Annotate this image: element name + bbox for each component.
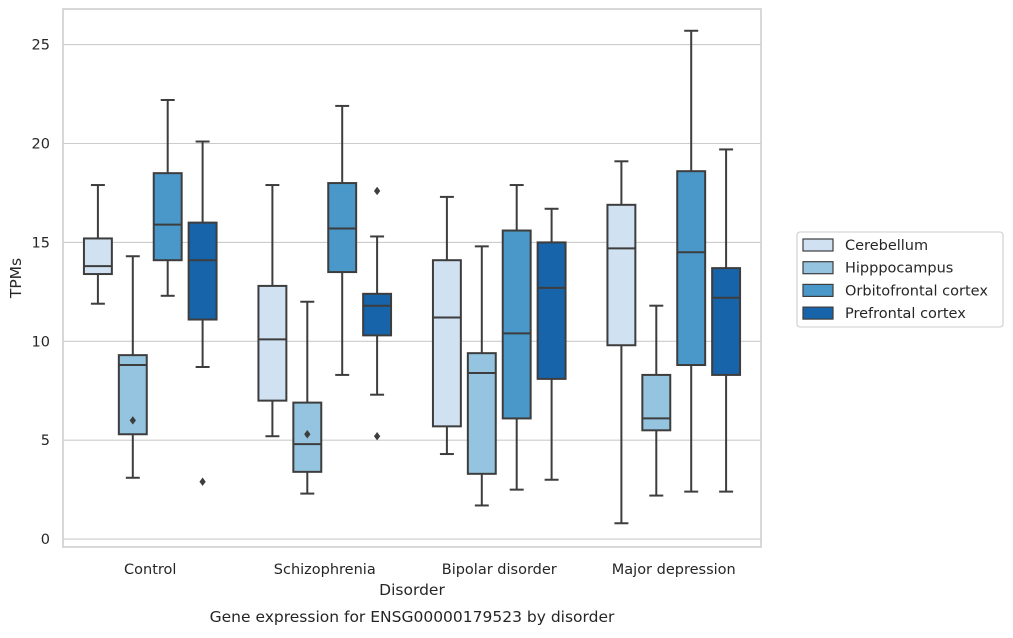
- y-tick-label: 20: [32, 137, 50, 153]
- legend-label: Prefrontal cortex: [845, 306, 966, 322]
- box: [187, 221, 218, 321]
- box: [362, 292, 393, 337]
- box: [711, 267, 742, 376]
- legend-label: Cerebellum: [845, 238, 928, 254]
- x-tick-label: Major depression: [612, 562, 736, 578]
- outlier-point: [304, 430, 311, 439]
- chart-caption: Gene expression for ENSG00000179523 by d…: [210, 608, 615, 626]
- box-plot-series: [82, 29, 742, 525]
- box: [536, 241, 567, 380]
- box: [117, 354, 148, 436]
- box: [606, 203, 637, 347]
- box: [466, 352, 497, 475]
- outlier-point: [373, 432, 381, 441]
- box-group: [676, 29, 707, 493]
- legend-label: Hipppocampus: [845, 261, 953, 277]
- box-group: [82, 184, 113, 305]
- outlier-point: [199, 477, 206, 486]
- box-group: [606, 160, 637, 525]
- box-group: [327, 104, 358, 376]
- x-tick-label: Bipolar disorder: [442, 562, 557, 578]
- legend-swatch: [802, 238, 834, 252]
- box-group: [257, 184, 288, 438]
- box: [82, 237, 113, 276]
- x-axis-label: Disorder: [379, 581, 445, 599]
- box-group: [187, 140, 218, 486]
- y-tick-label: 25: [32, 38, 50, 54]
- y-axis-label: TPMs: [7, 258, 25, 299]
- box-group: [292, 300, 323, 495]
- y-tick-label: 0: [41, 532, 50, 548]
- legend-swatch: [802, 283, 834, 297]
- axes: 0 5 10 15 20 25 Control Schizophrenia Bipolar di…: [32, 38, 736, 578]
- box: [641, 373, 672, 432]
- box: [257, 284, 288, 402]
- y-tick-label: 15: [32, 235, 50, 251]
- box-group: [362, 186, 393, 441]
- box-group: [641, 304, 672, 497]
- outlier-point: [129, 416, 136, 425]
- box: [431, 259, 462, 428]
- y-tick-label: 10: [32, 334, 50, 350]
- box-group: [711, 148, 742, 493]
- legend-label: Orbitofrontal cortex: [845, 283, 988, 299]
- legend: Cerebellum Hipppocampus Orbitofrontal cort…: [796, 231, 1004, 328]
- box-group: [152, 98, 183, 297]
- box: [501, 229, 532, 420]
- box: [676, 170, 707, 367]
- box-group: [536, 207, 567, 481]
- box-group: [431, 195, 462, 456]
- box-group: [466, 245, 497, 507]
- x-tick-label: Control: [124, 562, 176, 578]
- box-group: [117, 255, 148, 479]
- plot-frame: [62, 8, 762, 548]
- legend-swatch: [802, 261, 834, 275]
- box: [152, 172, 183, 262]
- x-tick-label: Schizophrenia: [274, 562, 376, 578]
- box-group: [501, 184, 532, 491]
- legend-swatch: [802, 306, 834, 320]
- legend-frame: [796, 231, 1004, 328]
- y-tick-label: 5: [41, 433, 50, 449]
- outlier-point: [373, 186, 381, 196]
